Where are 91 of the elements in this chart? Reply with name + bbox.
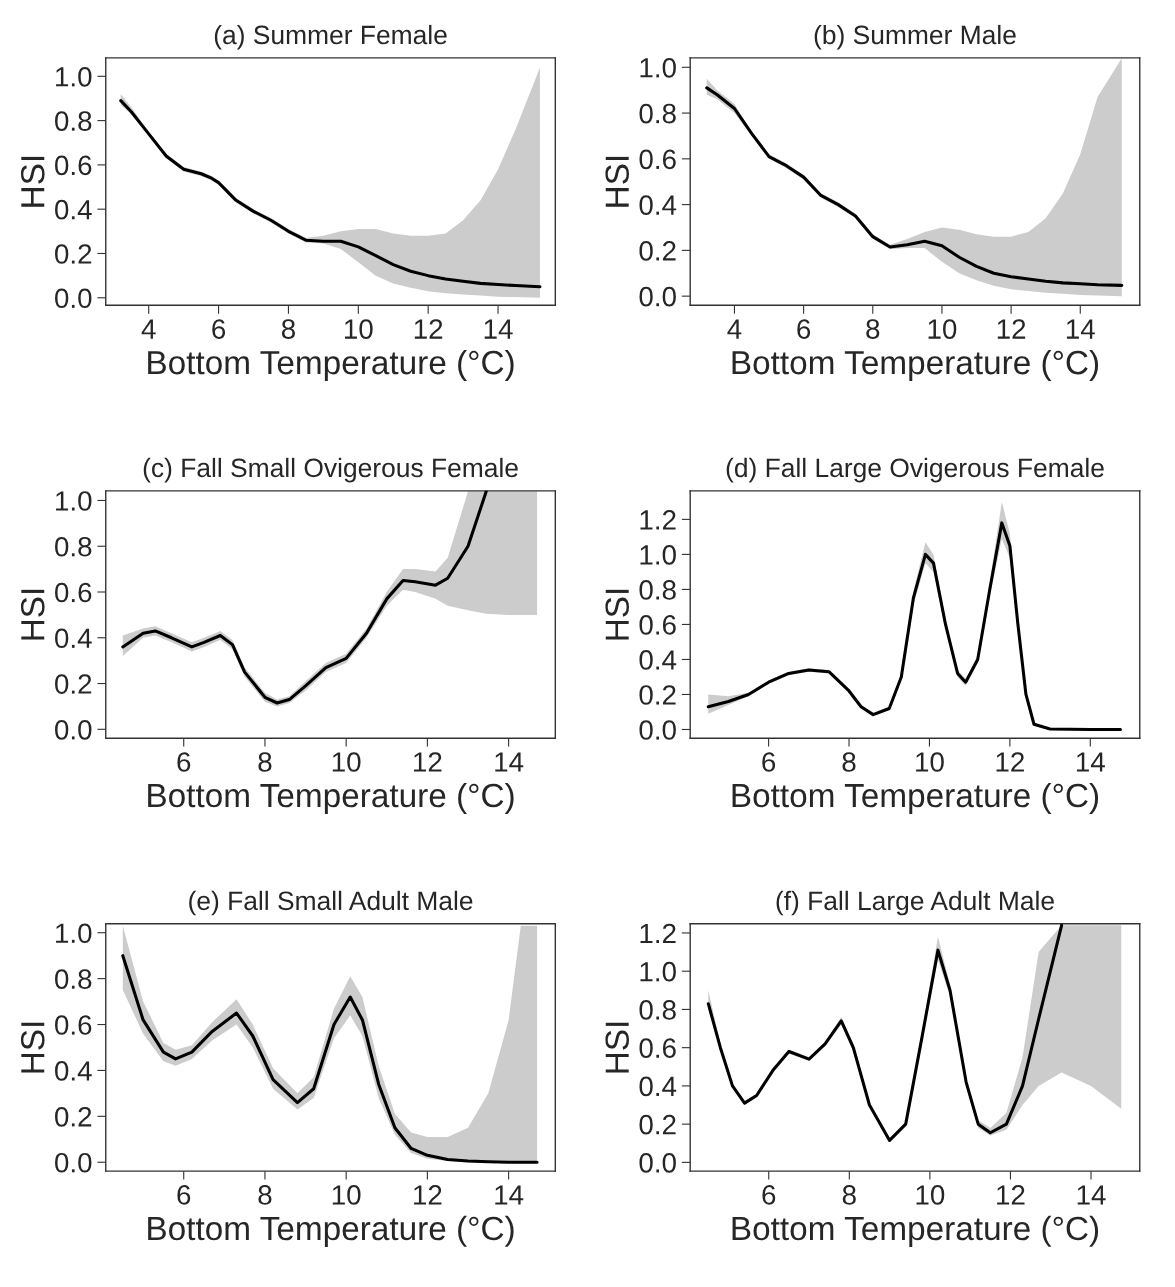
x-tick-label: 12 xyxy=(414,752,442,772)
x-tick-label: 14 xyxy=(484,319,513,339)
x-tick-label: 12 xyxy=(997,1185,1025,1205)
x-tick-label: 12 xyxy=(414,1185,442,1205)
chart-title: (c) Fall Small Ovigerous Female xyxy=(143,457,518,483)
y-tick-label: 0.2 xyxy=(639,1114,676,1135)
y-tick-label: 0.8 xyxy=(55,111,92,131)
line-series xyxy=(119,99,542,289)
x-tick-label: 10 xyxy=(916,1185,945,1205)
y-tick-label: 0.6 xyxy=(55,1015,92,1035)
x-tick-label: 8 xyxy=(258,1185,272,1205)
y-tick-label: 1.0 xyxy=(56,66,92,87)
chart-title: (b) Summer Male xyxy=(814,24,1016,50)
y-tick-label: 1.0 xyxy=(640,545,676,565)
x-tick-label: 6 xyxy=(762,752,776,772)
y-tick-label: 0.6 xyxy=(55,155,92,176)
x-tick-label: 8 xyxy=(842,752,856,772)
y-tick-label: 1.0 xyxy=(56,923,92,944)
y-tick-label: 0.6 xyxy=(639,1038,676,1058)
y-tick-label: 0.0 xyxy=(639,720,676,740)
y-axis-title: HSI xyxy=(20,589,45,640)
x-tick-label: 6 xyxy=(177,752,191,772)
x-tick-label: 12 xyxy=(414,319,443,339)
y-tick-label: 0.4 xyxy=(55,1061,92,1081)
x-axis-title: Bottom Temperature (°C) xyxy=(148,1215,514,1247)
y-axis-title: HSI xyxy=(20,156,45,207)
x-tick-label: 14 xyxy=(495,1185,524,1205)
x-tick-label: 10 xyxy=(916,752,944,772)
x-tick-label: 10 xyxy=(344,319,373,339)
x-tick-label: 10 xyxy=(332,752,361,772)
y-tick-label: 0.8 xyxy=(639,580,676,600)
x-tick-label: 14 xyxy=(1066,319,1095,339)
y-tick-label: 0.0 xyxy=(639,286,676,307)
y-tick-label: 0.2 xyxy=(55,1106,92,1127)
x-axis-title: Bottom Temperature (°C) xyxy=(148,782,514,814)
x-tick-label: 12 xyxy=(997,319,1026,339)
chart-title: (f) Fall Large Adult Male xyxy=(776,890,1054,916)
line-series xyxy=(706,923,1064,1142)
y-tick-label: 0.0 xyxy=(55,288,92,309)
x-axis-title: Bottom Temperature (°C) xyxy=(732,1215,1099,1247)
x-tick-label: 8 xyxy=(842,1185,856,1205)
y-tick-label: 1.0 xyxy=(640,961,676,982)
x-tick-label: 8 xyxy=(258,752,272,772)
line-series xyxy=(705,86,1124,287)
y-axis-title: HSI xyxy=(605,589,630,640)
y-tick-label: 0.0 xyxy=(55,1152,92,1173)
y-tick-label: 0.2 xyxy=(639,241,676,261)
x-tick-label: 6 xyxy=(212,319,226,339)
y-tick-label: 0.6 xyxy=(55,582,92,603)
y-tick-label: 1.2 xyxy=(640,923,676,944)
y-tick-label: 0.2 xyxy=(55,674,92,694)
y-tick-label: 0.2 xyxy=(55,244,92,264)
chart-title: (a) Summer Female xyxy=(214,24,447,50)
x-axis-title: Bottom Temperature (°C) xyxy=(732,782,1099,814)
y-tick-label: 0.8 xyxy=(55,969,92,989)
y-tick-label: 1.0 xyxy=(56,491,92,511)
y-tick-label: 0.0 xyxy=(639,1153,676,1173)
y-tick-label: 0.8 xyxy=(639,1000,676,1020)
x-tick-label: 4 xyxy=(141,319,156,339)
x-tick-label: 10 xyxy=(332,1185,361,1205)
y-tick-label: 0.6 xyxy=(639,615,676,635)
y-axis-title: HSI xyxy=(605,156,630,207)
x-tick-label: 6 xyxy=(177,1185,191,1205)
y-tick-label: 0.2 xyxy=(639,685,676,705)
y-tick-label: 0.0 xyxy=(55,719,92,740)
x-tick-label: 4 xyxy=(727,319,742,339)
y-tick-label: 1.0 xyxy=(640,57,676,78)
x-tick-label: 6 xyxy=(797,319,811,339)
y-tick-label: 0.6 xyxy=(639,149,676,170)
y-tick-label: 1.2 xyxy=(640,510,676,530)
x-axis-title: Bottom Temperature (°C) xyxy=(732,349,1099,382)
x-tick-label: 6 xyxy=(762,1185,776,1205)
x-tick-label: 8 xyxy=(866,319,880,339)
chart-title: (d) Fall Large Ovigerous Female xyxy=(726,457,1104,483)
y-tick-label: 0.8 xyxy=(639,103,676,124)
y-tick-label: 0.4 xyxy=(639,650,677,670)
chart-title: (e) Fall Small Adult Male xyxy=(189,890,473,916)
y-axis-title: HSI xyxy=(20,1022,45,1073)
x-tick-label: 14 xyxy=(1077,1185,1106,1205)
x-tick-label: 14 xyxy=(495,752,524,772)
x-tick-label: 10 xyxy=(928,319,957,339)
y-tick-label: 0.4 xyxy=(55,199,92,220)
y-axis-title: HSI xyxy=(605,1022,630,1073)
y-tick-label: 0.4 xyxy=(55,628,92,649)
x-axis-title: Bottom Temperature (°C) xyxy=(148,349,514,382)
x-tick-label: 14 xyxy=(1076,752,1105,772)
x-tick-label: 12 xyxy=(996,752,1024,772)
y-tick-label: 0.4 xyxy=(639,195,677,215)
y-tick-label: 0.8 xyxy=(55,536,92,557)
y-tick-label: 0.4 xyxy=(639,1076,677,1097)
x-tick-label: 8 xyxy=(281,319,295,339)
